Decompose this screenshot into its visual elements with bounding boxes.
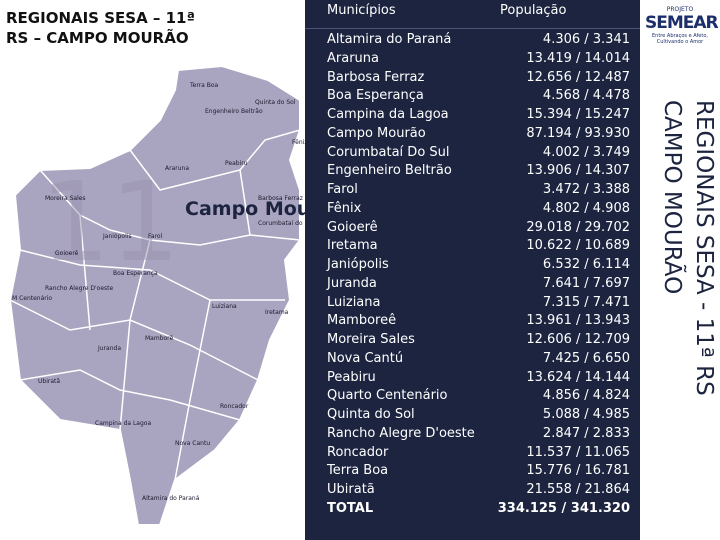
population-cell: 13.624 / 14.144 [526, 369, 630, 385]
population-cell: 87.194 / 93.930 [526, 125, 630, 141]
population-cell: 7.425 / 6.650 [542, 350, 630, 366]
map-label: Farol [148, 233, 163, 240]
municipality-cell: Roncador [327, 444, 389, 460]
map-borders [9, 129, 301, 481]
map-label: Janiópolis [102, 233, 132, 240]
population-cell: 15.394 / 15.247 [526, 107, 630, 123]
population-cell: 5.088 / 4.985 [542, 407, 630, 423]
population-cell: 7.641 / 7.697 [542, 275, 630, 291]
header-cell: Municípios [327, 3, 396, 18]
population-cell: 21.558 / 21.864 [526, 482, 630, 498]
population-cell: 13.961 / 13.943 [526, 313, 630, 329]
map-shape [8, 64, 301, 526]
map-label: Barbosa Ferraz [258, 195, 303, 202]
map-label: Iretama [265, 309, 289, 316]
map-label: Araruna [165, 165, 189, 172]
population-cell: 29.018 / 29.702 [526, 219, 630, 235]
municipality-cell: Goioerê [327, 219, 378, 235]
map-label: Campina da Lagoa [95, 420, 151, 427]
population-cell: 2.847 / 2.833 [542, 425, 630, 441]
municipality-cell: Terra Boa [327, 463, 389, 479]
population-cell: 334.125 / 341.320 [497, 501, 630, 516]
municipality-cell: Araruna [327, 50, 379, 66]
population-cell: 13.906 / 14.307 [526, 163, 630, 179]
population-cell: 12.656 / 12.487 [526, 69, 630, 85]
municipality-cell: Iretama [327, 238, 378, 254]
municipality-cell: Ubiratã [327, 482, 375, 498]
population-cell: 4.802 / 4.908 [542, 200, 630, 216]
population-cell: 12.606 / 12.709 [526, 332, 630, 348]
logo-name: SEMEAR [645, 13, 719, 33]
municipality-cell: Janiópolis [327, 257, 389, 273]
map-label: Juranda [97, 345, 121, 352]
map-label: Roncador [220, 403, 249, 410]
municipality-cell: Rancho Alegre D'oeste [327, 425, 475, 441]
map-watermark: 11 [40, 158, 180, 286]
side-title-line: REGIONAIS SESA - 11ª RS [691, 100, 717, 396]
map-center-label: Campo Mourão [185, 198, 305, 220]
map-label: Altamira do Paraná [142, 495, 200, 502]
map-label: M Centenário [12, 295, 52, 302]
municipality-cell: Boa Esperança [327, 88, 424, 104]
municipality-cell: Campo Mourão [327, 125, 426, 141]
map-label: Ubiratã [38, 378, 60, 385]
municipality-cell: Peabiru [327, 369, 376, 385]
population-cell: 4.856 / 4.824 [542, 388, 630, 404]
municipality-cell: Nova Cantú [327, 350, 404, 366]
map-label: Moreira Sales [45, 195, 86, 202]
municipality-cell: Barbosa Ferraz [327, 69, 425, 85]
population-cell: 6.532 / 6.114 [542, 257, 630, 273]
logo: PROJETO SEMEAR Entre Abraços e Afeto, Cu… [645, 6, 719, 45]
population-cell: 15.776 / 16.781 [526, 463, 630, 479]
municipality-cell: Altamira do Paraná [327, 32, 452, 47]
map-label: Corumbataí do Sul [258, 220, 305, 227]
map-label: Goioerê [55, 250, 79, 257]
logo-caption: Entre Abraços e Afeto, Cultivando o Amor [652, 33, 708, 45]
municipality-cell: Fênix [327, 200, 362, 216]
map: 11 Terra Boa Engenheiro Beltrão Quinta do … [8, 64, 305, 526]
map-label: Fênix [292, 139, 305, 146]
population-cell: 4.568 / 4.478 [542, 88, 630, 104]
map-label: Boa Esperança [113, 270, 158, 277]
municipality-cell: Quarto Centenário [327, 388, 448, 404]
population-cell: 11.537 / 11.065 [526, 444, 630, 460]
side-title-line: CAMPO MOURÃO [659, 100, 685, 295]
map-label: Engenheiro Beltrão [205, 108, 263, 115]
population-cell: 13.419 / 14.014 [526, 50, 630, 66]
header-rule [305, 28, 640, 29]
municipality-cell: Moreira Sales [327, 332, 415, 348]
population-cell: 3.472 / 3.388 [542, 182, 630, 198]
map-label: Mamborê [145, 335, 174, 342]
population-cell: 4.306 / 3.341 [542, 32, 630, 47]
municipality-cell: Corumbataí Do Sul [327, 144, 450, 160]
map-label: Luiziana [212, 303, 237, 310]
header-cell: População [500, 3, 567, 18]
map-label: Rancho Alegre D'oeste [45, 285, 114, 292]
population-cell: 10.622 / 10.689 [526, 238, 630, 254]
municipality-cell: Engenheiro Beltrão [327, 163, 452, 179]
map-label: Quinta do Sol [255, 99, 296, 106]
municipality-cell: Mamboreê [327, 313, 397, 329]
side-title: REGIONAIS SESA - 11ª RS CAMPO MOURÃO [644, 100, 720, 540]
municipality-cell: TOTAL [327, 501, 374, 516]
map-label: Terra Boa [189, 82, 219, 89]
population-cell: 4.002 / 3.749 [542, 144, 630, 160]
map-label: Peabiru [225, 160, 248, 167]
municipality-cell: Campina da Lagoa [327, 107, 449, 123]
table: Municípios População Altamira do Paraná 4… [305, 0, 640, 540]
municipality-cell: Luiziana [327, 294, 381, 310]
map-label: Nova Cantu [175, 440, 210, 447]
municipality-cell: Farol [327, 182, 358, 198]
logo-top: PROJETO [666, 6, 694, 13]
municipality-cell: Juranda [327, 275, 377, 291]
municipality-cell: Quinta do Sol [327, 407, 415, 423]
population-cell: 7.315 / 7.471 [542, 294, 630, 310]
slide-title: REGIONAIS SESA – 11ª RS – CAMPO MOURÃO [6, 9, 195, 47]
